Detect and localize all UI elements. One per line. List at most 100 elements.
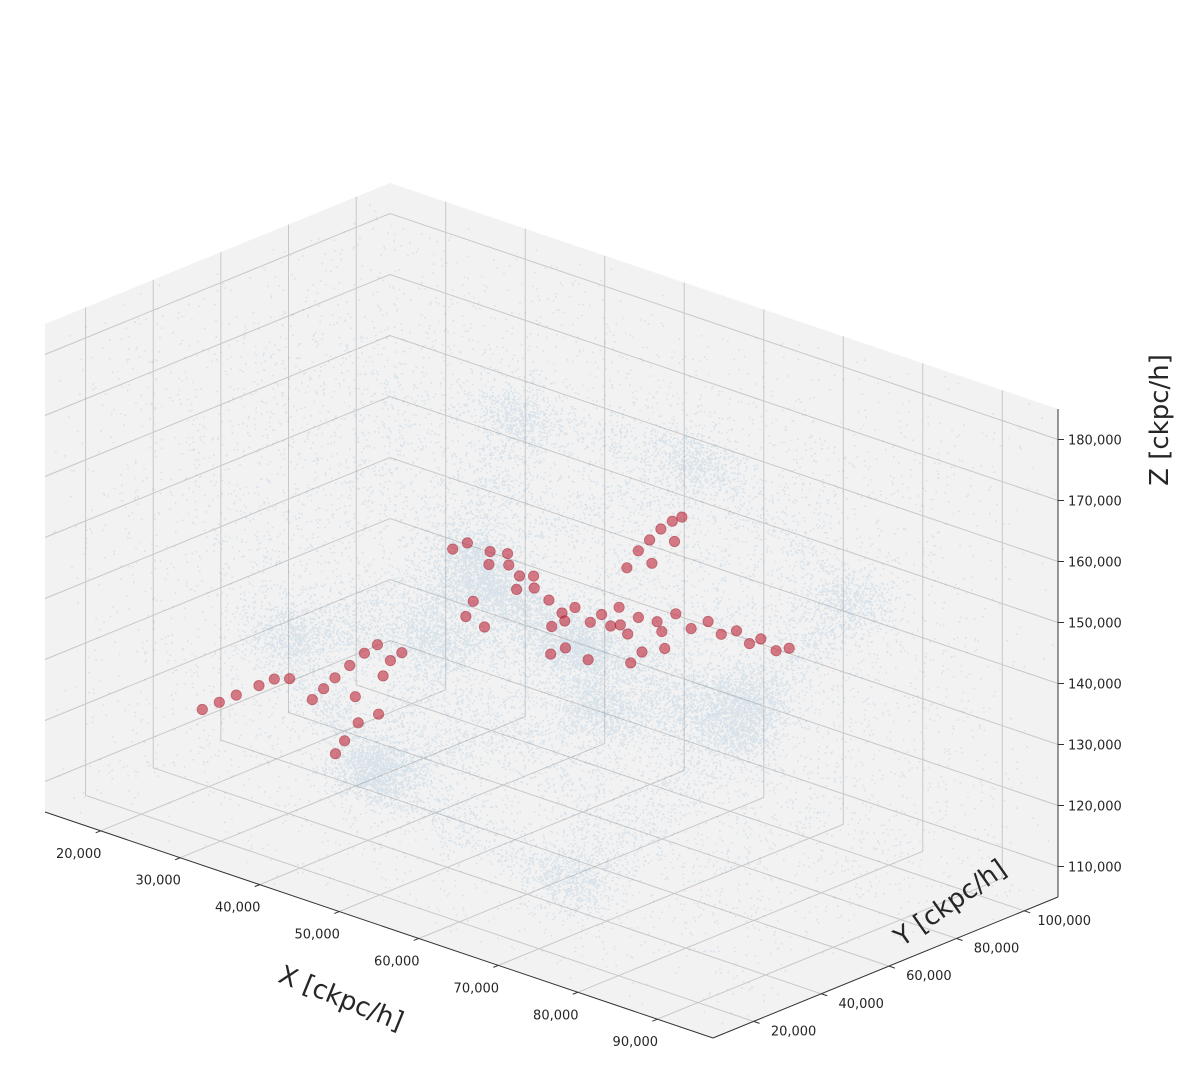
- halo-point: [230, 689, 242, 701]
- z-grid-line: [44, 517, 1059, 745]
- z-grid-line: [44, 639, 1059, 867]
- axis-panes: [45, 183, 1058, 1038]
- axis-lines: [44, 409, 1059, 1039]
- halo-point: [666, 515, 678, 527]
- halo-point: [253, 679, 265, 692]
- y-grid-line: [152, 279, 822, 995]
- particle-cloud: [52, 204, 1056, 1025]
- left-wall-pane: [45, 183, 390, 812]
- y-tick-label: 20,000: [771, 1024, 817, 1039]
- y-tick-label: 60,000: [906, 969, 952, 984]
- x-grid-line: [418, 309, 765, 939]
- halo-point: [659, 642, 671, 655]
- halo-point: [196, 703, 208, 716]
- halo-point: [349, 691, 361, 703]
- x-axis-title: X [ckpc/h]: [274, 960, 407, 1037]
- halo-point: [783, 642, 795, 654]
- z-tick-label: 110,000: [1068, 861, 1122, 876]
- y-grid-line: [220, 252, 890, 967]
- halo-point: [668, 535, 681, 548]
- halo-point: [527, 570, 540, 582]
- halo-point: [625, 657, 637, 669]
- halo-point: [670, 608, 682, 620]
- z-grid-line: [44, 578, 1059, 806]
- y-grid-line: [288, 224, 957, 939]
- x-grid-line: [100, 201, 447, 832]
- y-tick-mark: [753, 1020, 760, 1024]
- halo-point: [569, 601, 581, 614]
- z-grid-line: [44, 456, 1059, 684]
- halo-point: [676, 511, 688, 523]
- x-tick-label: 40,000: [215, 901, 261, 916]
- z-axis-title: Z [ckpc/h]: [1145, 354, 1175, 486]
- halo-point: [503, 559, 515, 571]
- y-tick-label: 80,000: [974, 942, 1020, 957]
- halo-point: [317, 683, 330, 695]
- halo-point: [358, 647, 370, 659]
- halo-point: [447, 543, 459, 555]
- x-grid-line: [339, 282, 685, 912]
- halo-point: [656, 625, 668, 638]
- back-wall-pane: [390, 183, 1058, 897]
- x-grid-line: [259, 255, 606, 886]
- y-tick-label: 40,000: [838, 997, 884, 1012]
- x-grid-line: [657, 390, 1003, 1020]
- halo-point: [715, 628, 727, 640]
- z-tick-label: 150,000: [1068, 617, 1122, 632]
- y-grid-line: [355, 196, 1025, 912]
- halo-point: [543, 594, 555, 606]
- x-axis-line: [44, 811, 714, 1039]
- floor-pane: [45, 671, 1058, 1038]
- z-tick-label: 120,000: [1068, 800, 1122, 815]
- tick-labels: 20,000 30,000 40,000 50,000 60,000 70,000 80,0…: [56, 434, 1122, 1051]
- halo-point: [352, 717, 364, 729]
- halo-point: [484, 545, 496, 558]
- z-tick-label: 160,000: [1068, 556, 1122, 571]
- x-tick-label: 20,000: [56, 847, 102, 862]
- halo-point: [643, 534, 656, 546]
- x-tick-mark: [334, 911, 340, 915]
- y-tick-mark: [956, 937, 963, 941]
- halo-point: [213, 696, 225, 708]
- halo-point: [384, 654, 396, 667]
- x-tick-label: 80,000: [533, 1008, 579, 1023]
- halo-point: [546, 620, 558, 633]
- y-axis-line: [712, 896, 1059, 1039]
- z-tick-label: 180,000: [1068, 434, 1122, 449]
- halo-point: [621, 562, 633, 574]
- x-tick-mark: [413, 937, 419, 941]
- halo-point: [651, 616, 663, 628]
- halo-point: [559, 615, 571, 627]
- halo-point: [306, 693, 318, 706]
- halo-point: [646, 557, 658, 569]
- halo-point: [632, 545, 644, 557]
- x-grid-line: [577, 363, 924, 993]
- halo-point: [283, 673, 296, 685]
- halo-point: [636, 646, 648, 658]
- z-grid-line: [44, 334, 1059, 562]
- halo-point: [613, 601, 625, 613]
- x-tick-label: 90,000: [613, 1035, 659, 1050]
- halo-point: [655, 523, 667, 535]
- halo-point: [460, 610, 472, 623]
- halo-point: [478, 621, 491, 633]
- halo-point: [582, 654, 594, 666]
- halo-point: [483, 558, 495, 571]
- halo-point: [595, 608, 608, 621]
- z-grid-line: [44, 395, 1059, 623]
- halo-point: [545, 648, 557, 660]
- y-tick-mark: [888, 965, 896, 969]
- halo-point: [329, 748, 342, 760]
- z-grid-line: [44, 212, 1059, 440]
- halo-point: [685, 622, 697, 635]
- x-tick-mark: [175, 857, 181, 861]
- z-tick-label: 130,000: [1068, 739, 1122, 754]
- y-grid-line: [85, 307, 754, 1022]
- halo-point: [344, 659, 356, 672]
- halo-point: [377, 670, 389, 682]
- halo-point: [632, 611, 645, 624]
- z-tick-label: 140,000: [1068, 678, 1122, 693]
- x-grid-line: [180, 228, 526, 859]
- grid-lines: [44, 196, 1059, 1022]
